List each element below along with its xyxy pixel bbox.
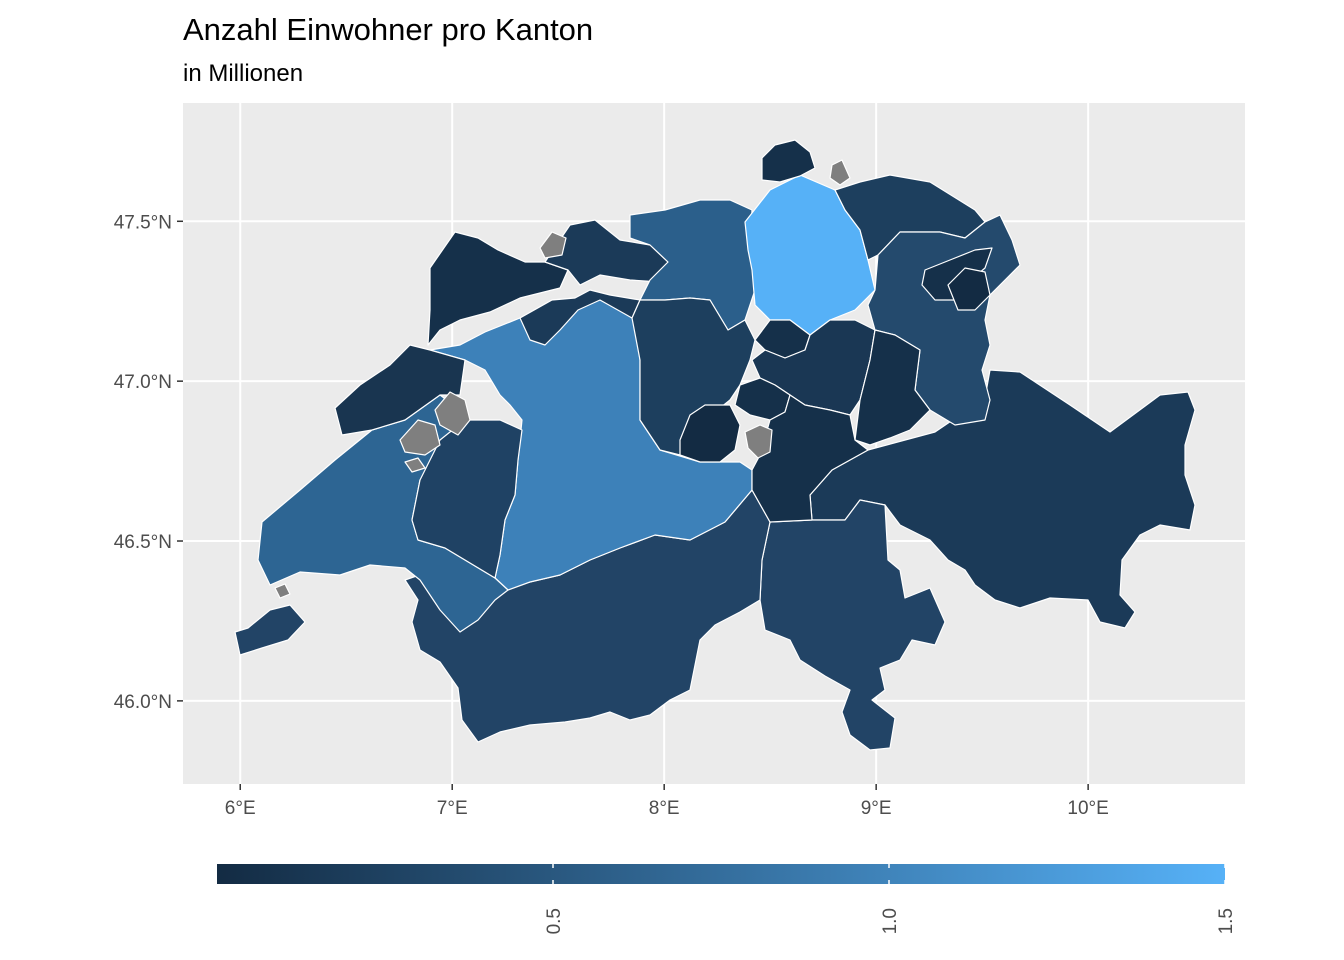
area-murten	[399, 419, 441, 456]
x-tick-label-4: 10°E	[1067, 798, 1108, 819]
y-tick-label-3: 46.0°N	[114, 692, 172, 713]
canton-luzern	[631, 297, 756, 456]
area-vierwaldstaetter	[744, 424, 773, 459]
area-bodensee	[829, 159, 851, 186]
canton-uri	[751, 394, 869, 523]
canton-geneva	[234, 604, 306, 656]
canton-shapes	[234, 139, 1196, 751]
canton-glarus	[854, 329, 931, 446]
area-morat	[404, 457, 426, 473]
y-tick-label-0: 47.5°N	[114, 212, 172, 233]
area-bieler-see	[434, 391, 471, 436]
canton-obwalden	[679, 404, 741, 463]
x-tick-label-1: 7°E	[437, 798, 468, 819]
axis-ticks: 6°E 7°E 8°E 9°E 10°E 47.5°N 47.0°N 46.5°N 46.0°N	[114, 212, 1109, 819]
legend-colorbar	[217, 864, 1225, 884]
canton-appenzell-innerrhoden	[947, 267, 991, 311]
canton-schaffhausen	[761, 139, 816, 183]
x-tick-label-3: 9°E	[861, 798, 892, 819]
x-tick-label-2: 8°E	[649, 798, 680, 819]
legend-tick-label-1: 1.0	[880, 908, 901, 934]
chart-subtitle: in Millionen	[183, 60, 304, 87]
y-tick-label-2: 46.5°N	[114, 532, 172, 553]
chart-title: Anzahl Einwohner pro Kanton	[183, 12, 594, 47]
canton-basel-stadt	[539, 231, 567, 259]
area-la-cote	[274, 583, 291, 599]
canton-zuerich	[744, 174, 876, 336]
x-tick-label-0: 6°E	[225, 798, 256, 819]
legend-tick-label-0: 0.5	[544, 908, 565, 934]
legend-tick-label-2: 1.5	[1216, 908, 1237, 934]
canton-jura	[427, 231, 569, 346]
canton-fribourg	[411, 419, 523, 579]
canton-neuchatel	[334, 344, 466, 436]
legend-ticks: 0.5 1.0 1.5	[544, 864, 1237, 934]
y-tick-label-1: 47.0°N	[114, 372, 172, 393]
canton-ticino	[759, 499, 946, 751]
